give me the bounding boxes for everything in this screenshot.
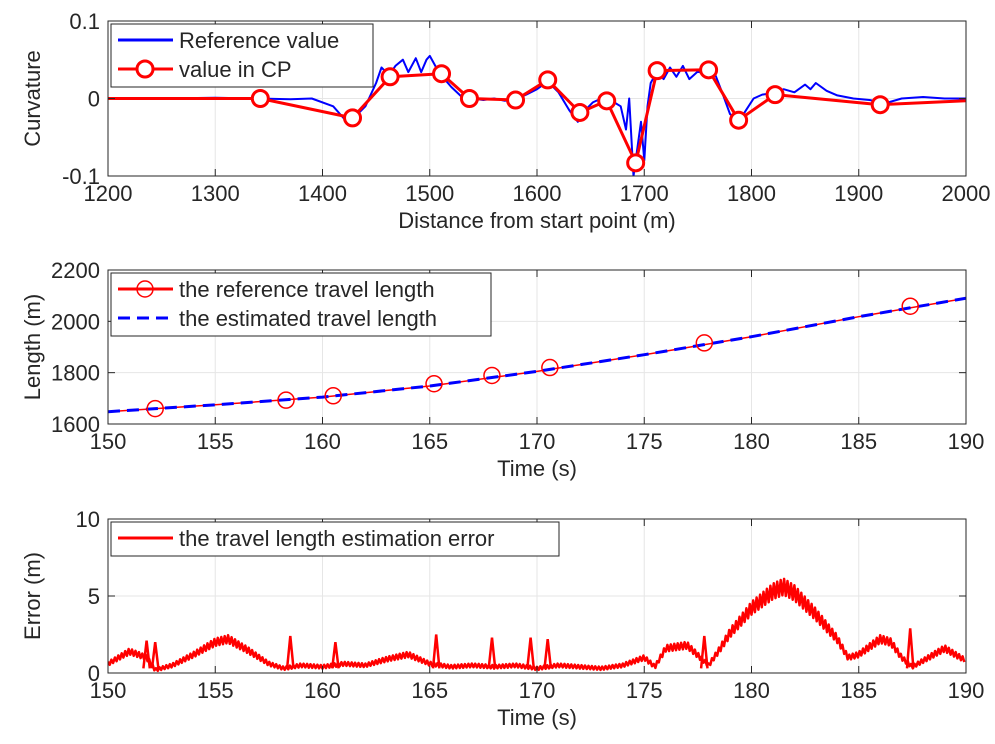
x-tick-label: 175: [626, 678, 663, 703]
x-tick-label: 190: [948, 429, 985, 454]
legend-box: [110, 272, 492, 337]
error-spike: [142, 640, 152, 669]
data-marker: [541, 358, 559, 377]
data-marker: [146, 399, 164, 418]
data-marker: [432, 64, 452, 84]
error-spike: [699, 635, 709, 669]
legend: the reference travel length the estimated…: [110, 272, 492, 337]
legend-label: value in CP: [179, 57, 292, 82]
y-tick-label: 1600: [51, 412, 100, 437]
x-tick-label: 165: [411, 678, 448, 703]
data-marker: [324, 387, 342, 405]
error-spike: [431, 634, 441, 669]
subplot-2: 150 155 160 165 170 175 180 185 190 1600 1800 2000 2…: [20, 258, 984, 481]
legend: Reference value value in CP: [110, 23, 374, 88]
x-tick-label: 155: [197, 678, 234, 703]
legend-label: the reference travel length: [179, 277, 435, 302]
y-tick-label: 10: [76, 507, 100, 532]
y-axis-label: Length (m): [20, 294, 45, 400]
error-spike: [905, 628, 915, 669]
data-layer: [108, 296, 966, 414]
data-marker: [459, 89, 479, 108]
x-tick-label: 155: [197, 429, 234, 454]
x-tick-label: 170: [519, 429, 556, 454]
legend-marker: [136, 280, 154, 298]
y-tick-label: 1800: [51, 361, 100, 386]
x-tick-label: 180: [733, 678, 770, 703]
x-tick-label: 1900: [834, 181, 883, 206]
data-marker: [901, 297, 919, 315]
data-marker: [506, 90, 526, 110]
x-tick-label: 1300: [191, 181, 240, 206]
error-spike: [487, 637, 497, 669]
y-axis-label: Error (m): [20, 552, 45, 640]
data-marker: [647, 61, 667, 81]
x-tick-label: 1500: [405, 181, 454, 206]
legend-label: the estimated travel length: [179, 306, 437, 331]
data-layer: [108, 577, 966, 673]
data-marker: [699, 60, 719, 80]
x-tick-label: 1800: [727, 181, 776, 206]
data-marker: [380, 67, 400, 87]
y-tick-label: 0: [88, 87, 100, 112]
x-tick-label: 185: [840, 678, 877, 703]
subplot-3: 150 155 160 165 170 175 180 185 190 0 5 10 Time (s) E…: [20, 507, 984, 730]
x-tick-label: 160: [304, 678, 341, 703]
legend-marker: [135, 59, 155, 79]
x-tick-label: 1700: [620, 181, 669, 206]
data-marker: [765, 85, 785, 105]
x-tick-label: 185: [840, 429, 877, 454]
data-marker: [570, 102, 590, 122]
data-marker: [538, 70, 558, 90]
data-marker: [870, 95, 890, 115]
data-marker: [277, 391, 295, 409]
error-spike: [285, 635, 295, 669]
x-tick-label: 1600: [513, 181, 562, 206]
x-tick-label: 150: [90, 678, 127, 703]
data-marker: [695, 334, 714, 352]
y-axis-label: Curvature: [20, 50, 45, 147]
legend-label: Reference value: [179, 28, 339, 53]
data-marker: [250, 89, 270, 108]
x-tick-label: 150: [90, 429, 127, 454]
y-tick-label: 2200: [51, 258, 100, 283]
x-tick-label: 190: [948, 678, 985, 703]
y-tick-label: 5: [88, 584, 100, 609]
x-tick-label: 2000: [942, 181, 991, 206]
data-marker: [626, 153, 646, 173]
x-axis-label: Time (s): [497, 456, 577, 481]
legend-box: [110, 521, 560, 557]
error-spike: [150, 642, 160, 669]
x-tick-label: 1400: [298, 181, 347, 206]
legend: the travel length estimation error: [110, 521, 560, 557]
legend-box: [110, 23, 374, 88]
x-tick-label: 1200: [84, 181, 133, 206]
data-marker: [343, 108, 363, 128]
x-tick-label: 165: [411, 429, 448, 454]
x-tick-label: 175: [626, 429, 663, 454]
y-tick-label: 0: [88, 661, 100, 686]
y-tick-label: 2000: [51, 309, 100, 334]
data-marker: [597, 91, 617, 111]
x-tick-label: 160: [304, 429, 341, 454]
legend-label: the travel length estimation error: [179, 526, 495, 551]
error-spike: [526, 637, 536, 669]
y-tick-label: -0.1: [62, 164, 100, 189]
x-axis-label: Time (s): [497, 705, 577, 730]
error-line: [108, 577, 966, 673]
y-tick-label: 0.1: [69, 9, 100, 34]
data-marker: [425, 374, 443, 393]
x-axis-label: Distance from start point (m): [398, 208, 676, 233]
x-tick-label: 180: [733, 429, 770, 454]
error-spike: [543, 638, 553, 669]
x-tick-label: 170: [519, 678, 556, 703]
subplot-1: 1200 1300 1400 1500 1600 1700 1800 1900 2000 -0.1…: [20, 9, 990, 233]
data-marker: [729, 110, 749, 130]
data-marker: [483, 366, 501, 385]
error-spike: [330, 642, 340, 669]
series-line-2: [108, 296, 966, 414]
